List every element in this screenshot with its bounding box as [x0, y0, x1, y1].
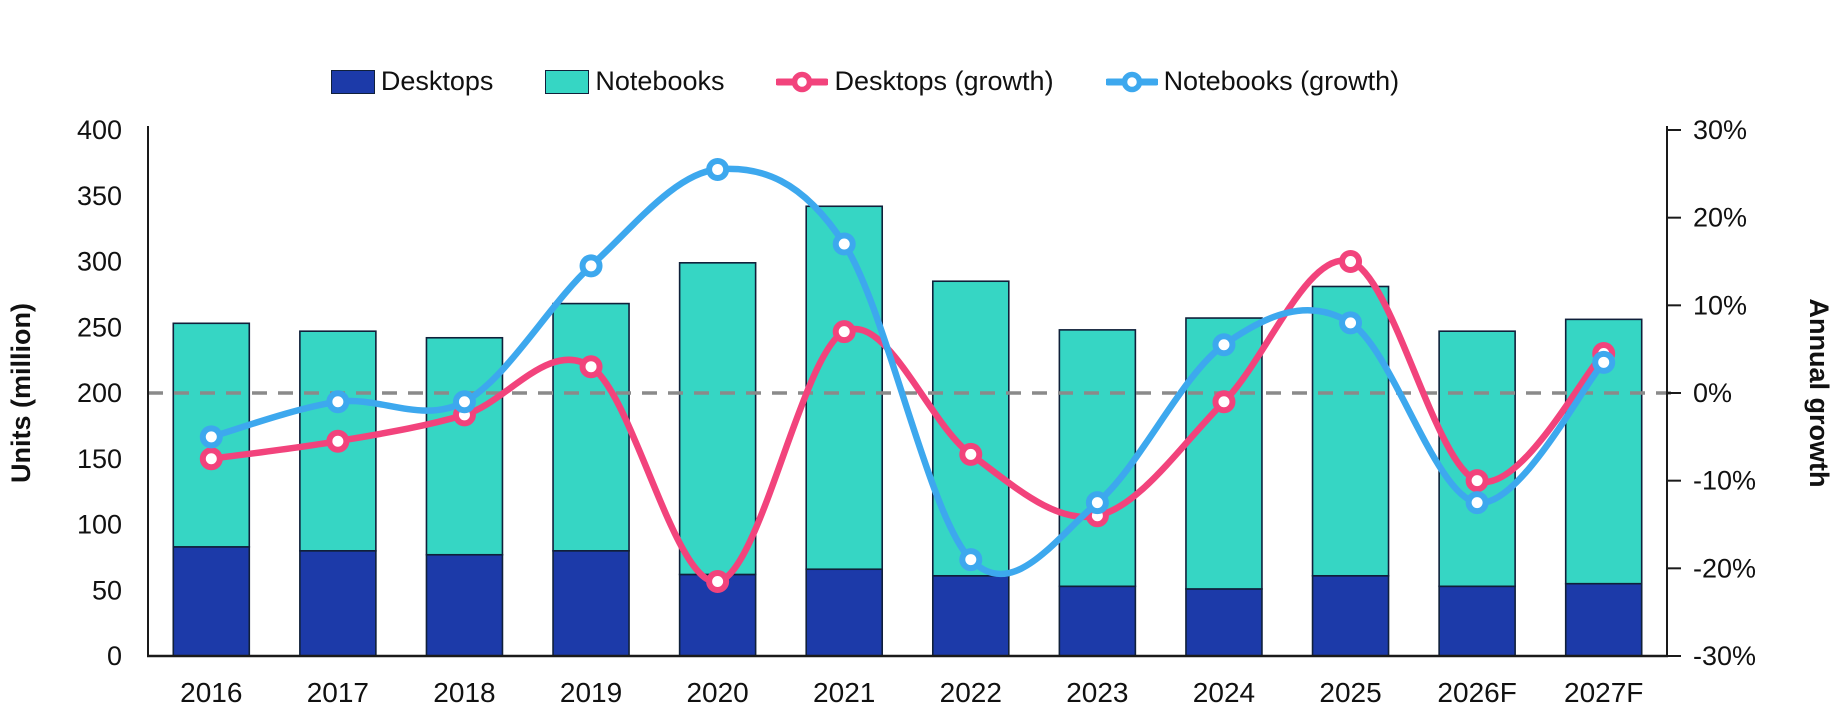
marker-notebooks-growth-2027F [1592, 350, 1616, 374]
right-axis-tick-10%: 10% [1693, 290, 1747, 320]
legend-item-desktops-growth: Desktops (growth) [776, 66, 1054, 97]
marker-notebooks-growth-2026F [1465, 491, 1489, 515]
right-axis-tick--30%: -30% [1693, 641, 1756, 671]
left-axis-tick-200: 200 [77, 378, 122, 408]
x-axis-label-2023: 2023 [1066, 677, 1128, 708]
bar-notebooks-2026F [1438, 330, 1516, 588]
right-axis-title: Annual growth [1804, 299, 1834, 488]
marker-notebooks-growth-2018 [452, 390, 476, 414]
left-axis-tick-350: 350 [77, 181, 122, 211]
marker-notebooks-growth-2022 [959, 548, 983, 572]
legend-swatch-icon [545, 69, 590, 94]
x-axis-label-2016: 2016 [180, 677, 242, 708]
left-axis-tick-100: 100 [77, 510, 122, 540]
legend-label: Desktops (growth) [834, 66, 1054, 96]
bar-notebooks-2025 [1311, 285, 1390, 577]
left-axis-title: Units (million) [6, 303, 36, 483]
x-axis-label-2022: 2022 [940, 677, 1002, 708]
legend: Desktops Notebooks Desktops (growth) Notebo… [0, 66, 1730, 97]
bar-notebooks-2020 [678, 262, 757, 576]
bar-notebooks-2023 [1058, 329, 1137, 588]
legend-label: Desktops [380, 66, 494, 96]
marker-desktops-growth-2021 [832, 320, 856, 344]
bar-desktops-2016 [172, 546, 251, 657]
x-axis-label-2017: 2017 [307, 677, 369, 708]
legend-line-marker-icon [776, 71, 829, 92]
bar-desktops-2026F [1438, 585, 1516, 657]
marker-notebooks-growth-2025 [1339, 311, 1363, 335]
legend-label: Notebooks (growth) [1163, 66, 1400, 96]
right-axis-tick-0%: 0% [1693, 378, 1732, 408]
axes-layer [147, 126, 1681, 658]
right-axis-tick--20%: -20% [1693, 553, 1756, 583]
bar-desktops-2022 [931, 574, 1010, 657]
marker-desktops-growth-2024 [1212, 390, 1236, 414]
marker-notebooks-growth-2020 [706, 157, 730, 181]
left-axis-tick-0: 0 [107, 641, 122, 671]
bar-desktops-2027F [1564, 582, 1643, 657]
marker-notebooks-growth-2017 [326, 390, 350, 414]
marker-notebooks-growth-2024 [1212, 333, 1236, 357]
bar-notebooks-2019 [552, 302, 630, 552]
right-axis-tick--10%: -10% [1693, 466, 1756, 496]
marker-desktops-growth-2026F [1465, 469, 1489, 493]
bar-desktops-2017 [299, 549, 377, 657]
left-axis-tick-400: 400 [77, 115, 122, 145]
marker-notebooks-growth-2019 [579, 254, 603, 278]
x-axis-label-2021: 2021 [813, 677, 875, 708]
right-axis-tick-20%: 20% [1693, 203, 1747, 233]
legend-item-notebooks: Notebooks [545, 66, 724, 97]
legend-item-notebooks-growth: Notebooks (growth) [1105, 66, 1400, 97]
x-axis-label-2020: 2020 [686, 677, 748, 708]
bar-notebooks-2021 [805, 205, 884, 571]
marker-notebooks-growth-2021 [832, 232, 856, 256]
x-axis-label-2019: 2019 [560, 677, 622, 708]
bar-notebooks-2018 [425, 336, 504, 556]
x-axis-label-2025: 2025 [1319, 677, 1381, 708]
marker-desktops-growth-2025 [1339, 250, 1363, 273]
marker-notebooks-growth-2016 [199, 425, 223, 449]
line-desktops-growth [208, 257, 1607, 585]
x-axis-label-2026F: 2026F [1437, 677, 1516, 708]
legend-item-desktops: Desktops [330, 66, 494, 97]
x-axis-label-2024: 2024 [1193, 677, 1255, 708]
bar-notebooks-2024 [1185, 317, 1263, 590]
bar-desktops-2018 [425, 553, 504, 657]
marker-desktops-growth-2019 [579, 355, 603, 379]
marker-desktops-growth-2016 [199, 447, 223, 471]
legend-line-marker-icon [1105, 71, 1158, 92]
marker-notebooks-growth-2023 [1085, 491, 1109, 515]
left-axis-tick-300: 300 [77, 247, 122, 277]
right-axis-tick-30%: 30% [1693, 115, 1747, 145]
left-axis-tick-250: 250 [77, 312, 122, 342]
legend-swatch-icon [330, 69, 375, 94]
bar-desktops-2019 [552, 549, 630, 657]
marker-desktops-growth-2022 [959, 442, 983, 466]
bar-desktops-2024 [1185, 588, 1263, 657]
bar-desktops-2025 [1311, 574, 1390, 657]
x-axis-label-2018: 2018 [433, 677, 495, 708]
x-axis-label-2027F: 2027F [1564, 677, 1643, 708]
legend-label: Notebooks [595, 66, 725, 96]
bar-desktops-2021 [805, 568, 884, 657]
axis-labels-layer: 400 350 300 250 200 150 100 50 0 30% 20% 10% 0% -10% -… [77, 115, 1756, 708]
bar-desktops-2023 [1058, 585, 1137, 657]
marker-desktops-growth-2017 [326, 429, 350, 453]
left-axis-tick-50: 50 [92, 575, 122, 605]
marker-desktops-growth-2020 [706, 569, 730, 593]
lines-layer [199, 157, 1616, 593]
left-axis-tick-150: 150 [77, 444, 122, 474]
